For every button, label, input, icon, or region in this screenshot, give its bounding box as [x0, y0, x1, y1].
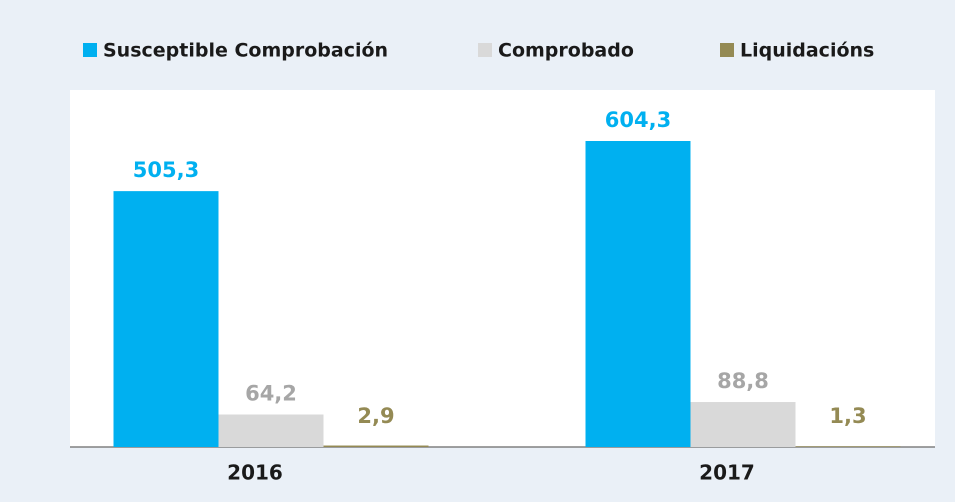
- bar: [585, 141, 691, 447]
- value-label: 1,3: [829, 404, 866, 428]
- value-label: 64,2: [245, 381, 297, 405]
- legend-swatch: [478, 43, 492, 57]
- legend-swatch: [83, 43, 97, 57]
- x-tick-label: 2017: [699, 461, 755, 485]
- bar: [218, 414, 324, 447]
- legend-label: Comprobado: [498, 40, 634, 62]
- bar: [323, 445, 429, 447]
- x-tick-label: 2016: [227, 461, 283, 485]
- bar: [795, 446, 901, 447]
- value-label: 505,3: [133, 158, 199, 182]
- value-label: 604,3: [605, 108, 671, 132]
- value-label: 2,9: [357, 404, 394, 428]
- legend-swatch: [720, 43, 734, 57]
- legend-label: Susceptible Comprobación: [103, 40, 388, 62]
- bar: [113, 191, 219, 447]
- bar: [690, 402, 796, 447]
- value-label: 88,8: [717, 369, 769, 393]
- legend-label: Liquidacións: [740, 40, 874, 62]
